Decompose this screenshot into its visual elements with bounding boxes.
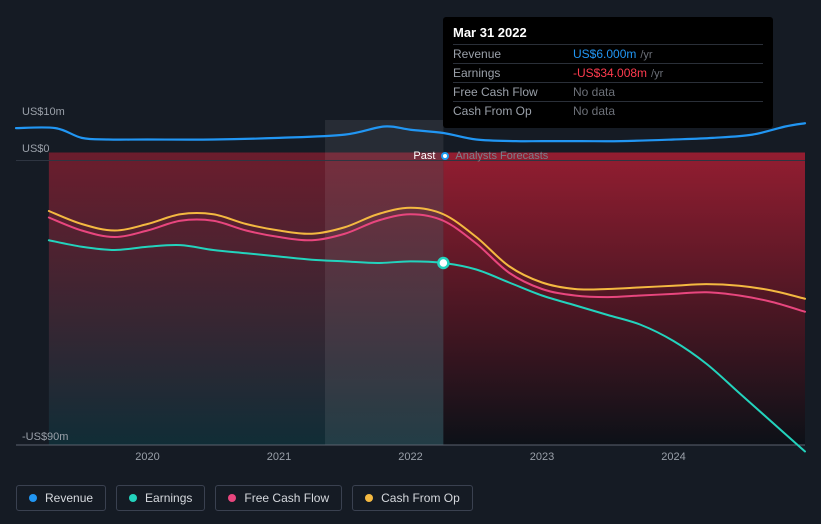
legend-dot-icon [129, 494, 137, 502]
chart-tooltip: Mar 31 2022 RevenueUS$6.000m/yrEarnings-… [443, 17, 773, 128]
legend-item-label: Earnings [145, 491, 192, 505]
tooltip-row: Free Cash FlowNo data [453, 82, 763, 101]
legend-item-label: Revenue [45, 491, 93, 505]
chart-legend: Revenue Earnings Free Cash Flow Cash From O… [16, 485, 473, 511]
tooltip-row: Earnings-US$34.008m/yr [453, 63, 763, 82]
legend-dot-icon [365, 494, 373, 502]
x-axis-tick: 2020 [135, 451, 159, 463]
forecast-area [443, 153, 805, 446]
legend-item-revenue[interactable]: Revenue [16, 485, 106, 511]
legend-dot-icon [29, 494, 37, 502]
x-axis-tick: 2024 [661, 451, 685, 463]
legend-dot-icon [228, 494, 236, 502]
tooltip-row-label: Revenue [453, 47, 573, 61]
legend-item-label: Free Cash Flow [244, 491, 329, 505]
y-axis-label: US$0 [22, 143, 50, 155]
tooltip-date: Mar 31 2022 [453, 25, 763, 44]
tooltip-row-value: No data [573, 104, 763, 118]
legend-item-earnings[interactable]: Earnings [116, 485, 205, 511]
x-axis-tick: 2022 [398, 451, 422, 463]
x-axis-tick: 2023 [530, 451, 554, 463]
tooltip-row-unit: /yr [651, 68, 663, 80]
tooltip-row-value: US$6.000m/yr [573, 47, 763, 61]
y-axis-label: US$10m [22, 106, 65, 118]
past-label: Past [413, 150, 435, 162]
legend-item-label: Cash From Op [381, 491, 460, 505]
divider-dot-icon [441, 152, 449, 160]
tooltip-row-value: No data [573, 85, 763, 99]
forecast-label: Analysts Forecasts [455, 150, 548, 162]
series-marker-earnings [438, 258, 448, 268]
highlight-band [325, 120, 443, 445]
tooltip-row-label: Earnings [453, 66, 573, 80]
tooltip-row: RevenueUS$6.000m/yr [453, 44, 763, 63]
x-axis-tick: 2021 [267, 451, 291, 463]
legend-item-fcf[interactable]: Free Cash Flow [215, 485, 342, 511]
tooltip-row: Cash From OpNo data [453, 101, 763, 120]
tooltip-row-value: -US$34.008m/yr [573, 66, 763, 80]
tooltip-row-unit: /yr [640, 49, 652, 61]
tooltip-row-label: Free Cash Flow [453, 85, 573, 99]
tooltip-row-label: Cash From Op [453, 104, 573, 118]
y-axis-label: -US$90m [22, 431, 68, 443]
legend-item-cfo[interactable]: Cash From Op [352, 485, 473, 511]
financials-chart: Mar 31 2022 RevenueUS$6.000m/yrEarnings-… [0, 0, 821, 524]
past-future-label: Past Analysts Forecasts [413, 150, 548, 162]
